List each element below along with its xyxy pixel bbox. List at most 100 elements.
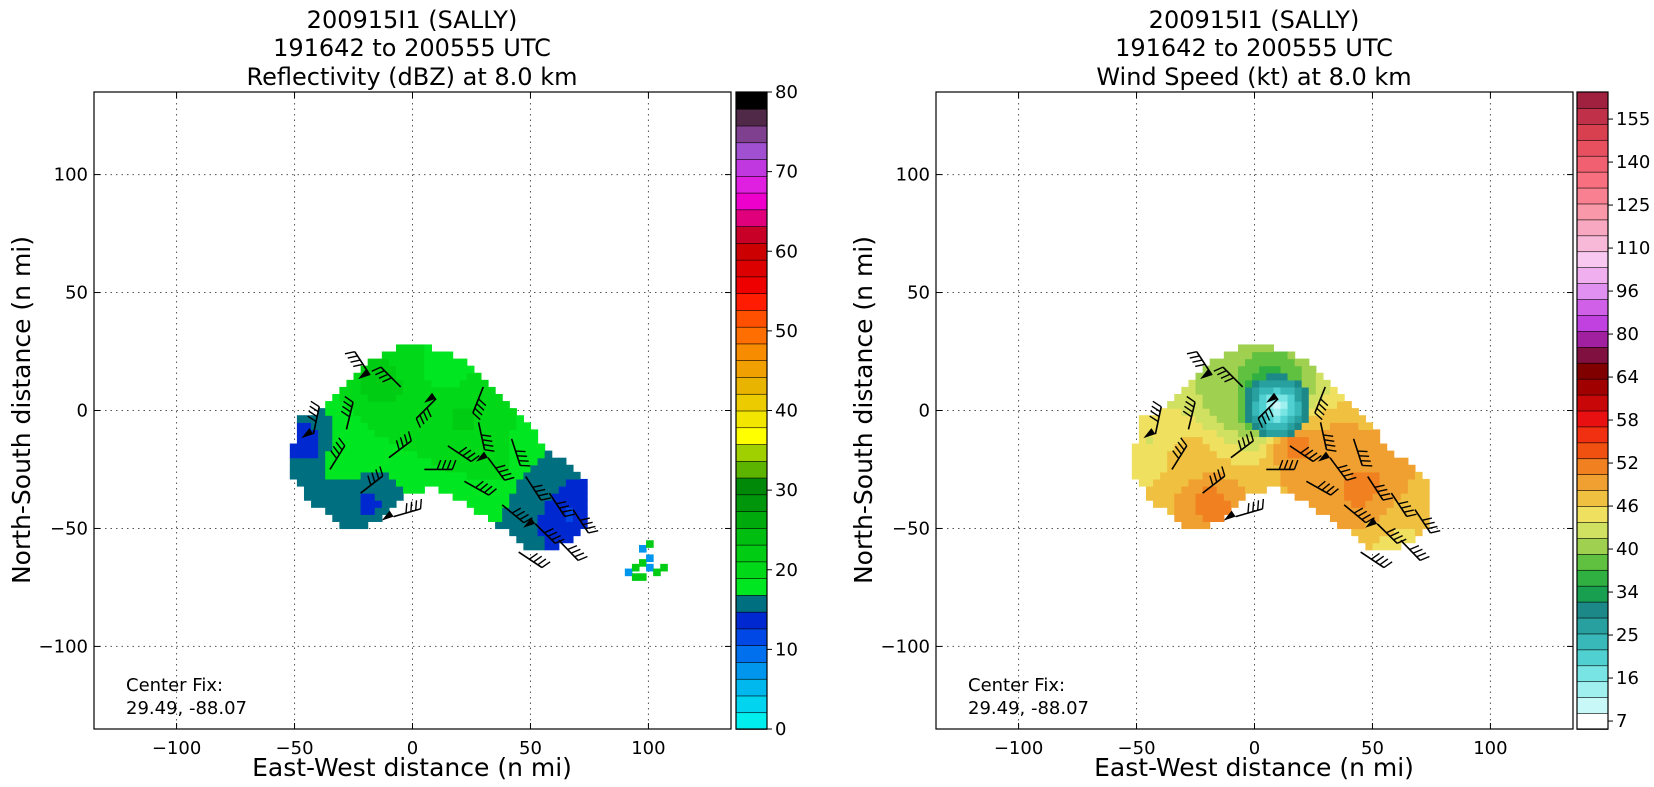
colorbar-tick-label: 30: [775, 480, 798, 501]
field-cell: [1315, 429, 1324, 438]
field-cell: [1322, 393, 1331, 402]
field-cell: [346, 415, 355, 423]
colorbar-swatch: [735, 527, 768, 546]
field-cell: [1315, 457, 1324, 466]
field-cell: [480, 408, 489, 416]
field-cell: [1209, 443, 1218, 452]
colorbar-swatch: [1576, 219, 1609, 237]
field-cell: [1301, 372, 1310, 381]
field-cell: [1188, 464, 1197, 473]
field-cell: [403, 351, 411, 360]
field-cell: [1400, 528, 1409, 537]
title-line-2: 191642 to 200555 UTC: [1115, 34, 1393, 62]
field-cell: [1223, 393, 1232, 402]
colorbar-tick-label: 110: [1616, 238, 1650, 259]
field-cell: [565, 464, 574, 473]
field-cell: [1181, 436, 1190, 445]
field-cell: [1131, 443, 1140, 452]
field-cell: [487, 443, 496, 452]
field-cell: [1329, 415, 1338, 423]
field-cell: [1287, 408, 1296, 416]
field-cell: [480, 386, 489, 395]
field-cell: [1337, 393, 1345, 402]
field-cell: [558, 528, 567, 537]
field-cell: [523, 535, 532, 544]
field-cell: [1294, 471, 1303, 480]
field-cell: [1167, 422, 1175, 430]
field-cell: [1259, 358, 1267, 367]
field-cell: [1230, 457, 1239, 466]
field-cell: [509, 500, 517, 508]
field-cell: [487, 500, 496, 508]
colorbar-swatch: [735, 460, 768, 479]
field-cell: [381, 450, 390, 459]
field-cell: [1230, 471, 1239, 480]
field-cell: [403, 379, 411, 388]
field-cell: [339, 500, 348, 508]
field-cell: [1195, 429, 1204, 438]
field-cell: [452, 379, 461, 388]
field-cell: [1209, 408, 1218, 416]
field-cell: [509, 471, 517, 480]
field-cell: [332, 493, 340, 501]
field-cell: [353, 450, 362, 459]
field-cell: [473, 493, 482, 501]
field-cell: [452, 408, 461, 416]
field-cell: [551, 457, 560, 466]
field-cell: [1365, 443, 1374, 452]
field-cell: [1252, 450, 1260, 459]
field-cell: [1138, 443, 1147, 452]
field-cell: [445, 358, 454, 367]
field-cell: [452, 422, 461, 430]
field-cell: [565, 493, 574, 501]
field-cell: [353, 443, 362, 452]
field-cell: [1372, 464, 1381, 473]
field-cell: [424, 429, 432, 438]
field-cell: [544, 500, 553, 508]
field-cell: [1315, 436, 1324, 445]
field-cell: [530, 429, 539, 438]
field-cell: [339, 457, 348, 466]
field-cell: [1266, 386, 1274, 395]
field-cell: [1344, 485, 1352, 494]
colorbar-swatch: [735, 225, 768, 244]
field-cell: [346, 521, 355, 530]
field-cell: [1195, 450, 1204, 459]
field-cell: [495, 436, 503, 445]
field-cell: [1294, 478, 1303, 487]
field-cell: [502, 450, 510, 459]
colorbar-swatch: [1576, 155, 1609, 173]
field-cell: [1195, 408, 1204, 416]
colorbar-swatch: [735, 242, 768, 261]
field-cell: [1145, 457, 1154, 466]
field-cell: [473, 457, 482, 466]
field-cell: [1273, 464, 1282, 473]
field-cell: [445, 365, 454, 374]
field-cell: [473, 415, 482, 423]
field-cell: [502, 514, 510, 522]
field-cell: [502, 493, 510, 501]
field-cell: [388, 386, 397, 395]
field-cell: [1216, 429, 1225, 438]
field-cell: [388, 401, 397, 409]
field-cell: [509, 521, 517, 530]
field-cell: [388, 408, 397, 416]
field-cell: [445, 478, 454, 487]
field-cell: [403, 401, 411, 409]
field-cell: [1337, 471, 1345, 480]
x-tick-label: 50: [1361, 738, 1384, 759]
field-cell: [495, 464, 503, 473]
field-cell: [1407, 493, 1416, 501]
field-cell: [1230, 365, 1239, 374]
field-cell: [1216, 507, 1225, 515]
field-cell: [1294, 415, 1303, 423]
field-cell: [1160, 478, 1168, 487]
field-cell: [346, 401, 355, 409]
field-cell: [1209, 471, 1218, 480]
field-cell: [388, 464, 397, 473]
field-cell: [1252, 436, 1260, 445]
field-cell: [1358, 535, 1366, 544]
field-cell: [395, 471, 404, 480]
field-cell: [558, 507, 567, 515]
field-cell: [410, 450, 418, 459]
